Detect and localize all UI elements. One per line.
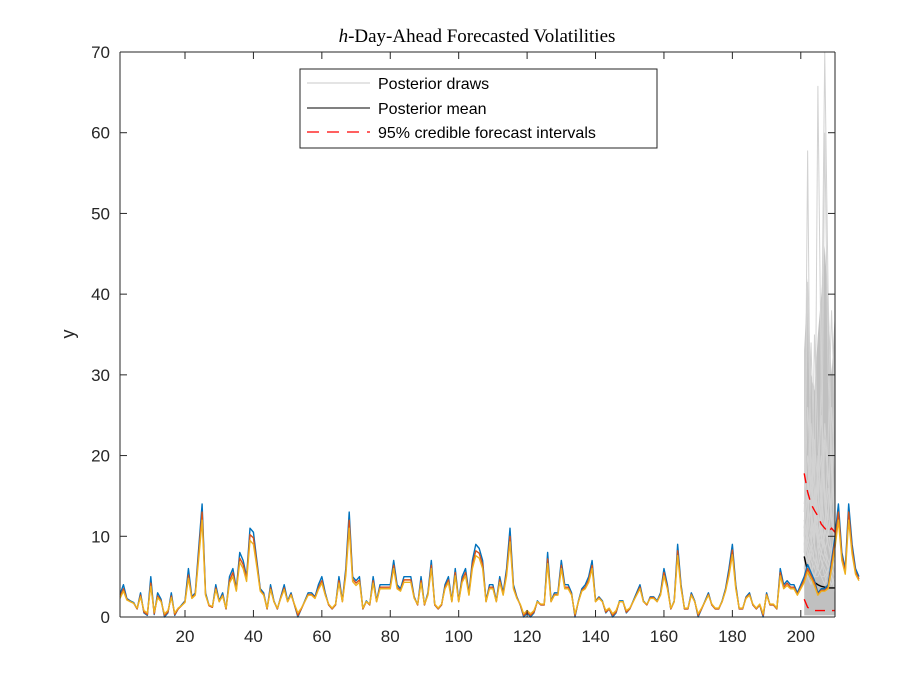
ci-upper-line xyxy=(803,473,836,534)
observed-series-line-observed-3 xyxy=(119,519,860,615)
y-tick-label: 10 xyxy=(91,527,110,546)
y-tick-label: 20 xyxy=(91,447,110,466)
legend-label-posterior-draws: Posterior draws xyxy=(378,76,489,93)
y-tick-label: 70 xyxy=(91,43,110,62)
y-tick-label: 30 xyxy=(91,366,110,385)
ci-lower-line xyxy=(803,598,835,612)
x-tick-label: 60 xyxy=(312,627,331,646)
y-axis-label: y xyxy=(58,330,78,339)
posterior-draw-line xyxy=(803,423,836,577)
posterior-draw-line xyxy=(803,415,836,585)
legend: Posterior draws Posterior mean 95% credi… xyxy=(299,68,658,149)
x-tick-label: 120 xyxy=(513,627,541,646)
legend-label-credible-intervals: 95% credible forecast intervals xyxy=(378,125,596,142)
x-tick-label: 20 xyxy=(176,627,195,646)
legend-label-posterior-mean: Posterior mean xyxy=(378,101,487,118)
y-tick-label: 50 xyxy=(91,204,110,223)
x-tick-label: 180 xyxy=(718,627,746,646)
x-tick-label: 100 xyxy=(444,627,472,646)
y-tick-label: 60 xyxy=(91,124,110,143)
chart-title-italic: h xyxy=(339,26,349,47)
axes-box xyxy=(119,51,836,618)
x-tick-label: 200 xyxy=(787,627,815,646)
chart-title: h-Day-Ahead Forecasted Volatilities xyxy=(339,26,616,47)
chart-title-rest: -Day-Ahead Forecasted Volatilities xyxy=(348,26,615,47)
observed-series-layer xyxy=(119,503,860,618)
x-tick-label: 80 xyxy=(381,627,400,646)
x-tick-label: 140 xyxy=(581,627,609,646)
posterior-draw-line xyxy=(803,132,836,579)
x-ticks: 20 40 60 80 100 120 140 160 180 200 xyxy=(176,52,815,646)
x-tick-label: 160 xyxy=(650,627,678,646)
y-tick-label: 0 xyxy=(101,608,110,627)
y-tick-label: 40 xyxy=(91,285,110,304)
x-tick-label: 40 xyxy=(244,627,263,646)
posterior-draw-line xyxy=(803,520,836,578)
y-ticks: 0 10 20 30 40 50 60 70 xyxy=(91,43,835,627)
